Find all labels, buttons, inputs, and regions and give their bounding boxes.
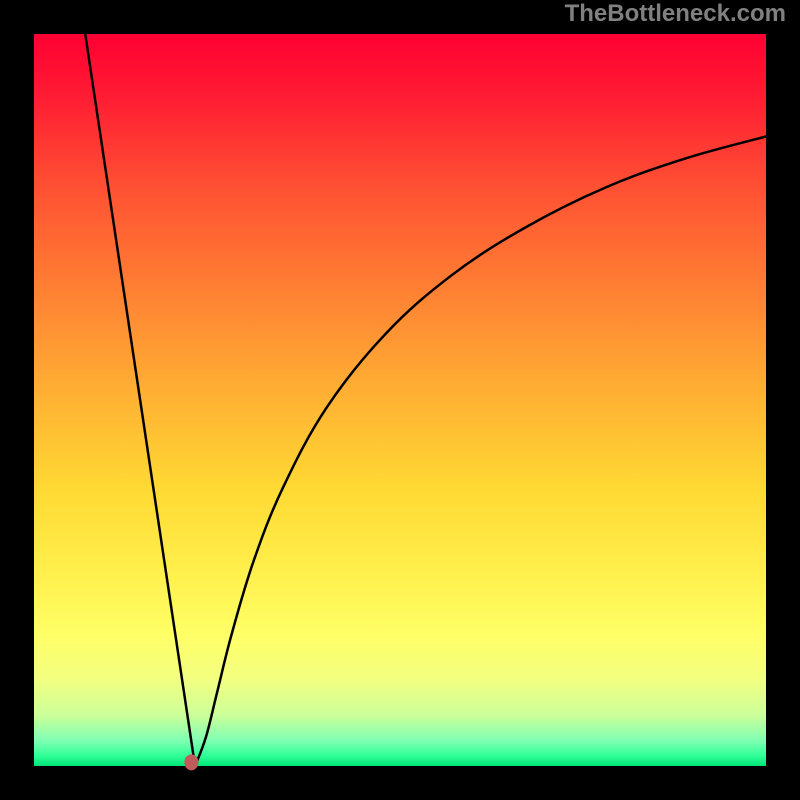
watermark-text: TheBottleneck.com [565, 0, 786, 28]
gradient-background [34, 34, 766, 766]
bottleneck-chart [0, 0, 800, 800]
minimum-marker [184, 754, 198, 770]
